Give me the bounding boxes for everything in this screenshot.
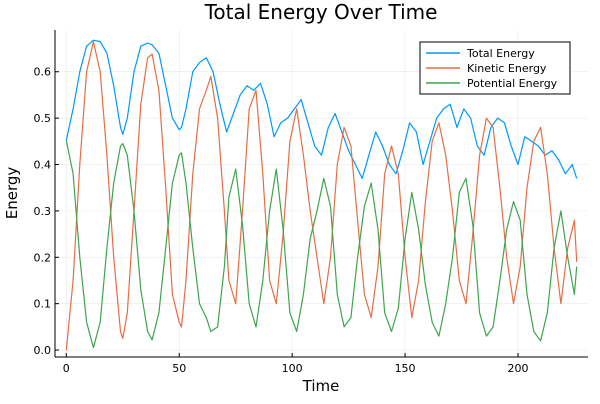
x-tick-label: 200 — [507, 362, 528, 375]
legend-label-kinetic-energy: Kinetic Energy — [467, 62, 547, 75]
y-tick-label: 0.5 — [34, 112, 52, 125]
plot-frame — [54, 30, 588, 358]
x-tick-label: 100 — [282, 362, 303, 375]
grid-lines — [55, 30, 588, 357]
x-tick-label: 150 — [395, 362, 416, 375]
legend-label-potential-energy: Potential Energy — [467, 77, 558, 90]
y-axis-title: Energy — [3, 167, 21, 220]
y-tick-label: 0.6 — [34, 66, 52, 79]
x-tick-label: 0 — [63, 362, 70, 375]
y-tick-label: 0.2 — [34, 251, 52, 264]
potential-energy-line — [65, 140, 578, 349]
legend: Total Energy Kinetic Energy Potential Ener… — [419, 41, 571, 95]
y-tick-label: 0.0 — [34, 344, 52, 357]
x-axis-ticks: 0 50 100 150 200 — [63, 353, 528, 375]
y-tick-label: 0.4 — [34, 159, 52, 172]
data-series — [65, 39, 578, 351]
x-axis-title: Time — [302, 377, 340, 395]
x-tick-label: 50 — [172, 362, 186, 375]
legend-label-total-energy: Total Energy — [466, 47, 535, 60]
y-tick-label: 0.1 — [34, 298, 52, 311]
kinetic-energy-line — [65, 40, 578, 351]
y-axis-ticks: 0.0 0.1 0.2 0.3 0.4 0.5 0.6 — [34, 66, 59, 357]
y-tick-label: 0.3 — [34, 205, 52, 218]
total-energy-line — [65, 39, 578, 179]
chart-title: Total Energy Over Time — [204, 0, 438, 24]
